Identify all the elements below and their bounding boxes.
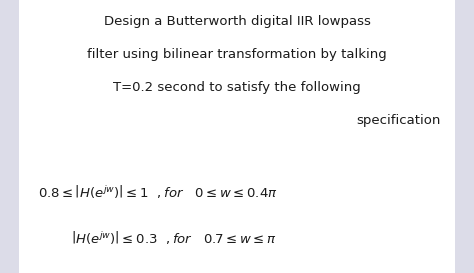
Text: T=0.2 second to satisfy the following: T=0.2 second to satisfy the following [113,81,361,94]
Text: specification: specification [356,114,441,127]
FancyBboxPatch shape [19,0,455,273]
Text: $\left|H(e^{jw})\right| \leq 0.3\ \ ,for\ \ \ 0.7 \leq w \leq \pi$: $\left|H(e^{jw})\right| \leq 0.3\ \ ,for… [71,229,277,246]
Text: filter using bilinear transformation by talking: filter using bilinear transformation by … [87,48,387,61]
Text: Design a Butterworth digital IIR lowpass: Design a Butterworth digital IIR lowpass [103,15,371,28]
Text: $0.8 \leq \left|H(e^{jw})\right| \leq 1\ \ ,for\ \ \ 0 \leq w \leq 0.4\pi$: $0.8 \leq \left|H(e^{jw})\right| \leq 1\… [38,183,277,200]
